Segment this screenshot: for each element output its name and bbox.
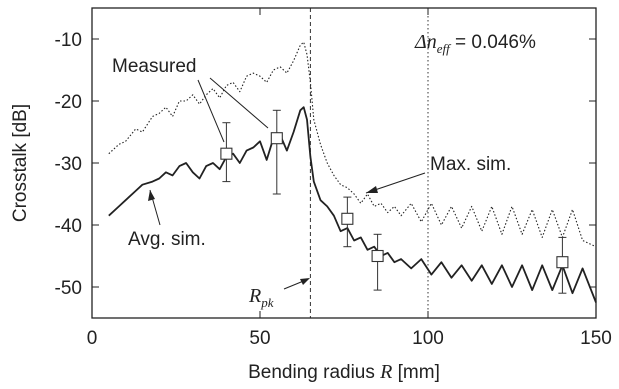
y-tick-label--30: -30 — [55, 154, 82, 175]
measured-point-55 — [270, 132, 283, 145]
y-axis-label: Crosstalk [dB] — [10, 104, 31, 222]
measured-point-85 — [371, 249, 384, 263]
measured-point-40 — [220, 147, 233, 160]
max-sim-label: Max. sim. — [430, 154, 511, 175]
measured-label: Measured — [112, 56, 197, 77]
avg-sim-line — [108, 106, 597, 303]
x-tick-label-50: 50 — [249, 328, 270, 349]
y-tick-label--50: -50 — [55, 278, 82, 299]
rpk-arrowhead — [300, 278, 310, 285]
measured-point-76 — [341, 212, 354, 225]
x-tick-label-0: 0 — [87, 328, 98, 349]
measured-pointer-2 — [209, 77, 269, 129]
avg-sim-arrowhead — [148, 190, 155, 201]
delta-neff-label: Δneff = 0.046% — [414, 31, 536, 56]
x-axis-label: Bending radius R [mm] — [248, 361, 440, 383]
max-sim-arrowhead — [366, 186, 378, 193]
plot-frame — [91, 7, 597, 319]
y-tick-label--20: -20 — [55, 92, 82, 113]
y-tick-label--40: -40 — [55, 216, 82, 237]
rpk-label: Rpk — [248, 285, 274, 310]
measured-pointer-1 — [197, 79, 225, 143]
max-sim-line — [108, 41, 597, 248]
x-tick-label-100: 100 — [412, 328, 444, 349]
measured-point-140 — [556, 256, 569, 269]
avg-sim-label: Avg. sim. — [128, 229, 206, 250]
y-tick-label--10: -10 — [55, 30, 82, 51]
x-tick-label-150: 150 — [580, 328, 612, 349]
